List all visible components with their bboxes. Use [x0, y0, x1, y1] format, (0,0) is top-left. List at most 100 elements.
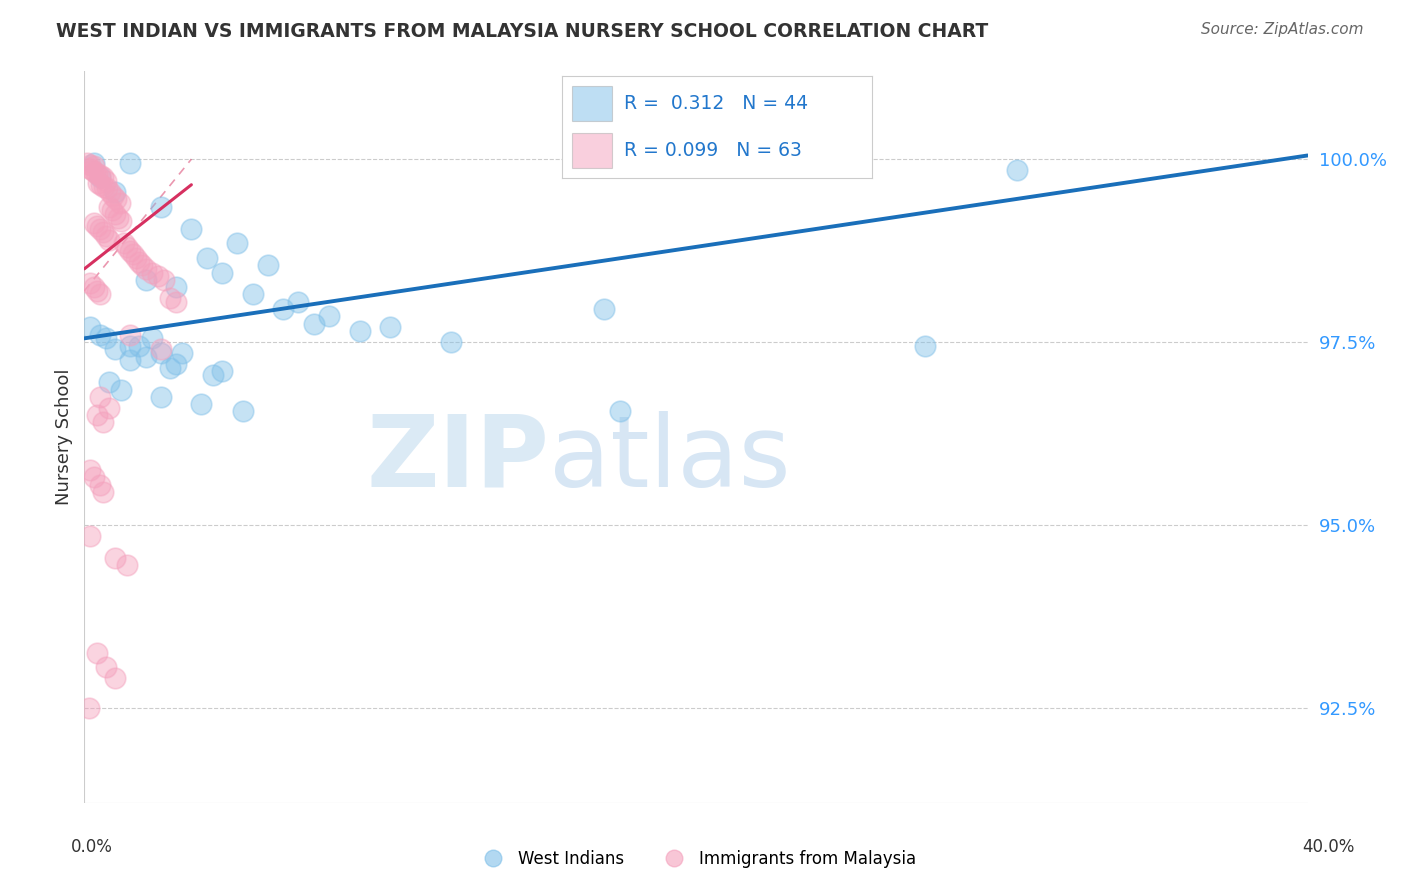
- Text: R =  0.312   N = 44: R = 0.312 N = 44: [624, 94, 808, 113]
- Text: 0.0%: 0.0%: [70, 838, 112, 855]
- Point: [232, 404, 254, 418]
- Point: [96, 181, 118, 195]
- Point: [115, 558, 138, 573]
- Point: [86, 167, 108, 181]
- Point: [302, 317, 325, 331]
- Point: [108, 196, 131, 211]
- Point: [101, 203, 124, 218]
- Point: [89, 170, 111, 185]
- Text: R = 0.099   N = 63: R = 0.099 N = 63: [624, 141, 803, 161]
- Point: [89, 477, 111, 491]
- Text: atlas: atlas: [550, 410, 790, 508]
- Point: [593, 302, 616, 317]
- Point: [84, 165, 107, 179]
- Point: [122, 247, 145, 261]
- Point: [271, 302, 294, 317]
- FancyBboxPatch shape: [572, 87, 612, 121]
- Point: [97, 233, 120, 247]
- Point: [128, 254, 150, 268]
- Point: [165, 357, 187, 371]
- Point: [97, 200, 120, 214]
- Point: [149, 200, 172, 214]
- Point: [104, 550, 127, 565]
- Point: [89, 390, 111, 404]
- Text: Source: ZipAtlas.com: Source: ZipAtlas.com: [1201, 22, 1364, 37]
- Point: [104, 672, 127, 686]
- Point: [83, 280, 105, 294]
- Point: [83, 217, 105, 231]
- Point: [110, 214, 132, 228]
- Point: [83, 160, 105, 174]
- Point: [80, 163, 103, 178]
- Point: [180, 221, 202, 235]
- Point: [104, 343, 127, 357]
- Point: [165, 280, 187, 294]
- Point: [105, 193, 128, 207]
- Point: [149, 390, 172, 404]
- Point: [103, 188, 125, 202]
- Point: [86, 219, 108, 234]
- Point: [77, 700, 100, 714]
- Point: [242, 287, 264, 301]
- Point: [93, 180, 115, 194]
- Point: [211, 266, 233, 280]
- Point: [98, 185, 121, 199]
- Point: [120, 353, 142, 368]
- Y-axis label: Nursery School: Nursery School: [55, 368, 73, 506]
- Point: [190, 397, 212, 411]
- Point: [146, 269, 169, 284]
- Point: [104, 185, 127, 199]
- Point: [195, 251, 218, 265]
- Point: [89, 168, 111, 182]
- Point: [125, 251, 148, 265]
- Point: [211, 364, 233, 378]
- Point: [97, 401, 120, 415]
- Point: [89, 221, 111, 235]
- Point: [94, 174, 117, 188]
- Point: [94, 660, 117, 674]
- Point: [128, 339, 150, 353]
- Point: [79, 277, 101, 291]
- Point: [159, 291, 181, 305]
- Point: [349, 324, 371, 338]
- Point: [257, 258, 280, 272]
- Point: [201, 368, 224, 382]
- Text: WEST INDIAN VS IMMIGRANTS FROM MALAYSIA NURSERY SCHOOL CORRELATION CHART: WEST INDIAN VS IMMIGRANTS FROM MALAYSIA …: [56, 22, 988, 41]
- Point: [115, 240, 138, 254]
- Point: [135, 261, 157, 276]
- Point: [90, 178, 112, 192]
- Point: [79, 463, 101, 477]
- FancyBboxPatch shape: [572, 133, 612, 168]
- Point: [149, 346, 172, 360]
- Point: [86, 284, 108, 298]
- Legend: West Indians, Immigrants from Malaysia: West Indians, Immigrants from Malaysia: [470, 844, 922, 875]
- Point: [97, 376, 120, 390]
- Point: [141, 331, 163, 345]
- Point: [77, 161, 100, 175]
- Point: [110, 383, 132, 397]
- Point: [94, 331, 117, 345]
- Point: [120, 327, 142, 342]
- Point: [86, 646, 108, 660]
- Point: [79, 320, 101, 334]
- Point: [120, 244, 142, 258]
- Point: [89, 327, 111, 342]
- Point: [172, 346, 194, 360]
- Point: [112, 236, 135, 251]
- Point: [380, 320, 402, 334]
- Point: [107, 211, 129, 225]
- Point: [914, 339, 936, 353]
- Point: [318, 310, 340, 324]
- Point: [135, 273, 157, 287]
- Point: [120, 339, 142, 353]
- Text: 40.0%: 40.0%: [1302, 838, 1355, 855]
- Point: [131, 258, 153, 272]
- Point: [1005, 163, 1028, 178]
- Point: [149, 343, 172, 357]
- Point: [94, 229, 117, 244]
- Point: [91, 416, 114, 430]
- Point: [159, 360, 181, 375]
- Point: [76, 156, 98, 170]
- Point: [609, 404, 631, 418]
- Point: [79, 529, 101, 543]
